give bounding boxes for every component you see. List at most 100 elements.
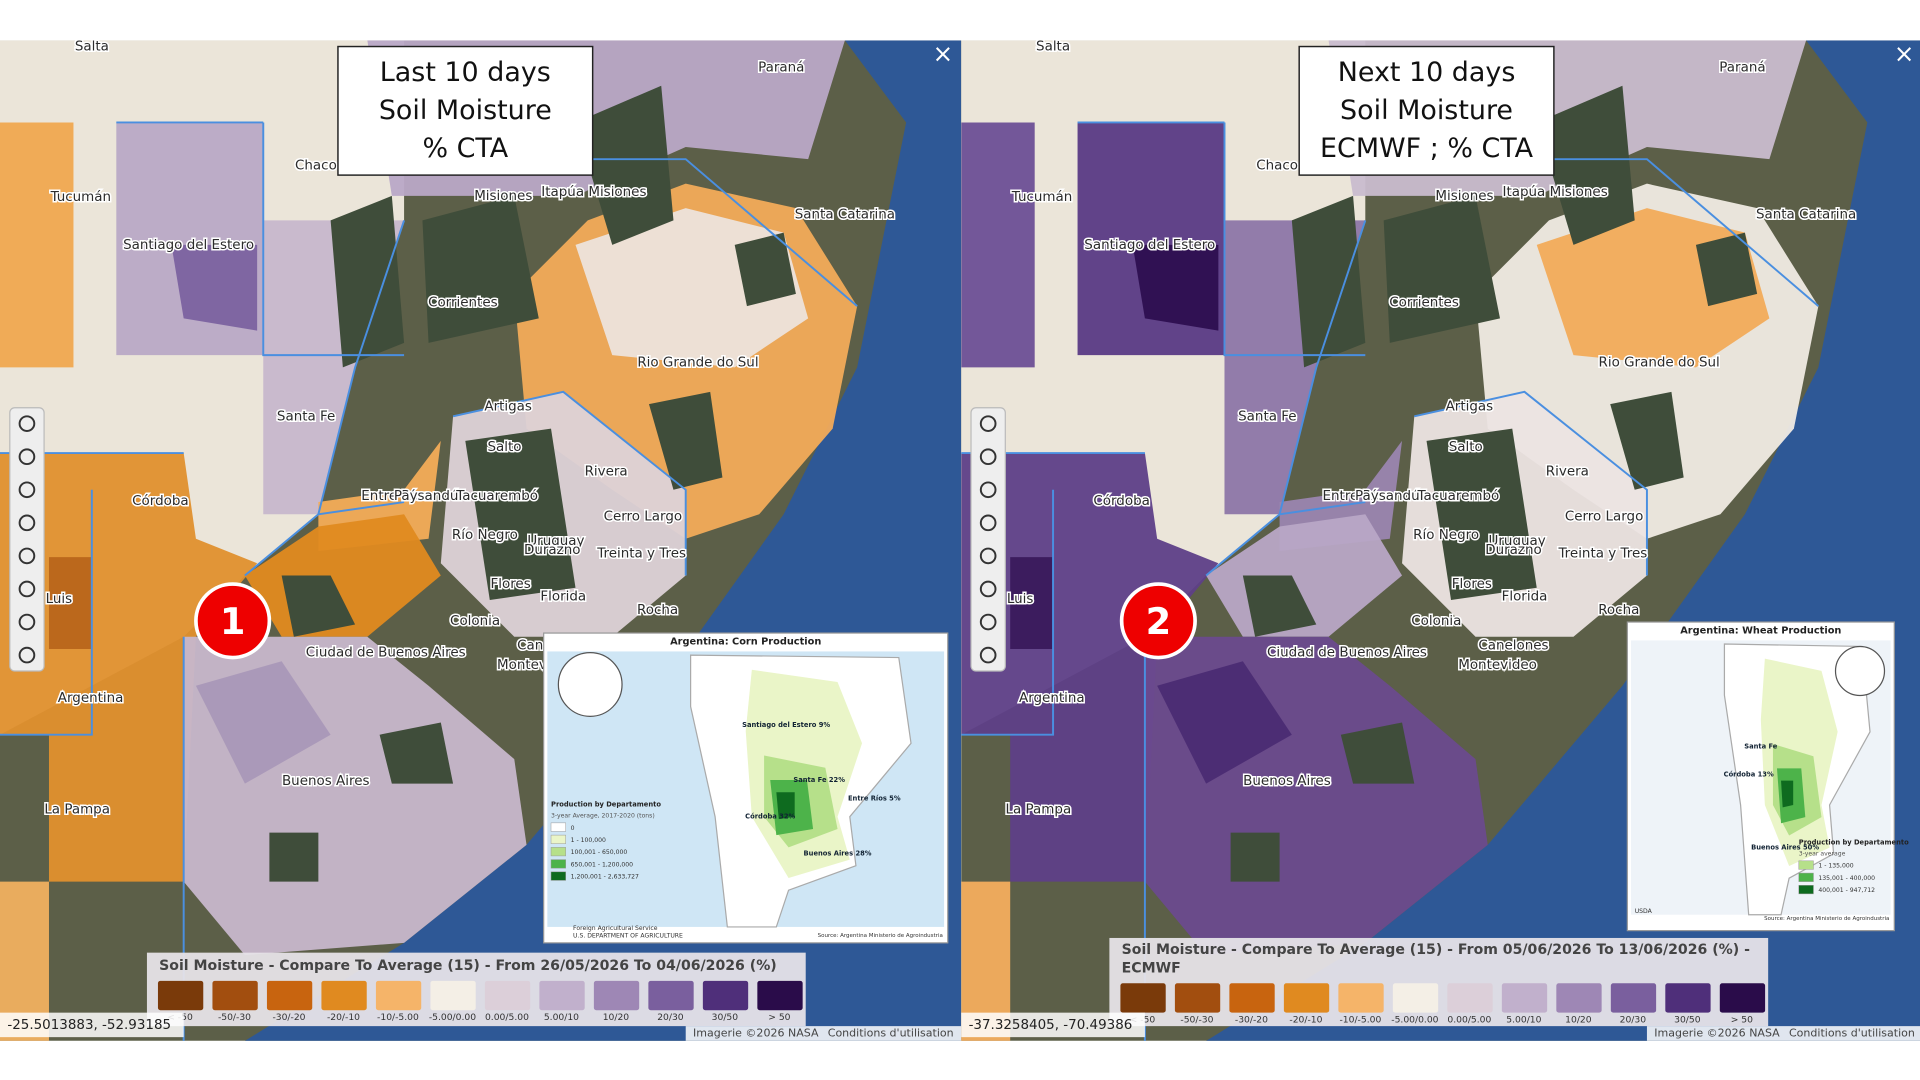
tool-button[interactable]: [18, 415, 36, 432]
place-label: Entre Ríos: [1323, 488, 1391, 504]
border: [452, 390, 687, 576]
legend-swatch: [1556, 983, 1602, 1013]
place-label: Rocha: [1598, 603, 1639, 618]
legend-swatch: [1392, 983, 1439, 1013]
place-label: Santa Fe: [1238, 409, 1296, 424]
attribution: Imagerie ©2026 NASA: [693, 1026, 819, 1039]
place-label: Tucumán: [50, 189, 111, 205]
forest: [1230, 832, 1280, 882]
place-label: Buenos Aires: [282, 774, 370, 789]
legend-swatch: [430, 980, 476, 1011]
place-label: Corrientes: [1389, 295, 1459, 310]
tool-button[interactable]: [18, 448, 36, 466]
legend-label: > 50: [1731, 1014, 1753, 1025]
place-label: Rivera: [1546, 464, 1589, 479]
place-label: Salta: [75, 40, 109, 55]
place-label: Artigas: [484, 400, 532, 415]
tool-button[interactable]: [18, 547, 36, 565]
inset-legend-swatch: [1798, 860, 1814, 870]
attribution[interactable]: Conditions d'utilisation: [1789, 1026, 1915, 1039]
tool-button[interactable]: [979, 481, 997, 499]
inset-legend-label: 135,001 - 400,000: [1818, 875, 1875, 882]
tool-button[interactable]: [18, 613, 36, 631]
tool-button[interactable]: [18, 646, 36, 664]
soil-region: [961, 122, 1035, 368]
tool-button[interactable]: [18, 580, 36, 598]
close-button[interactable]: ×: [1894, 39, 1915, 68]
legend-label: 30/50: [1674, 1014, 1701, 1025]
inset-globe: [1834, 645, 1886, 697]
tool-button[interactable]: [18, 514, 36, 532]
close-button[interactable]: ×: [933, 39, 954, 68]
place-label: Itapúa Misiones: [541, 184, 646, 200]
inset-region-label: Córdoba 32%: [745, 813, 795, 821]
tool-button[interactable]: [979, 613, 997, 631]
legend-label: 20/30: [657, 1012, 684, 1023]
place-label: Entre Ríos: [361, 488, 429, 504]
tool-button[interactable]: [979, 547, 997, 565]
place-label: Córdoba: [1093, 493, 1149, 509]
place-label: La Pampa: [44, 802, 110, 817]
legend-label: 30/50: [712, 1012, 739, 1023]
attribution[interactable]: Conditions d'utilisation: [828, 1026, 954, 1039]
inset-region-label: Buenos Aires 50%: [1751, 844, 1819, 852]
marker-label: 2: [1146, 600, 1172, 643]
legend-label: -10/-5.00: [1340, 1014, 1382, 1025]
place-label: Artigas: [1446, 400, 1494, 415]
tool-button[interactable]: [979, 580, 997, 598]
attribution: Imagerie ©2026 NASA: [1654, 1026, 1780, 1039]
place-label: Santa Catarina: [1756, 207, 1856, 222]
place-label: Ciudad de Buenos Aires: [306, 646, 466, 661]
legend-swatch: [1120, 983, 1166, 1013]
place-label: Itapúa Misiones: [1502, 184, 1607, 200]
legend-swatch: [1719, 983, 1766, 1013]
soil-region: [195, 661, 331, 784]
soil-region: [1157, 661, 1292, 784]
legend-swatch: [484, 980, 531, 1011]
soil-region: [0, 122, 74, 368]
legend-title: Soil Moisture - Compare To Average (15) …: [159, 958, 777, 974]
inset-legend-label: 650,001 - 1,200,000: [571, 861, 634, 868]
border: [961, 489, 1055, 736]
legend-label: -30/-20: [272, 1012, 305, 1023]
place-label: Buenos Aires: [1243, 774, 1331, 789]
marker-circle: [194, 582, 272, 660]
inset-legend-swatch: [1798, 885, 1814, 895]
inset-legend-label: 1 - 100,000: [571, 837, 606, 844]
legend-label: -30/-20: [1235, 1014, 1268, 1025]
legend-swatch: [1501, 983, 1548, 1013]
place-label: Corrientes: [428, 295, 498, 310]
inset-legend-label: 1,200,001 - 2,633,727: [571, 874, 639, 881]
tool-button[interactable]: [979, 646, 997, 664]
place-label: Montevideo: [1458, 658, 1537, 673]
inset-legend-swatch: [550, 822, 566, 832]
tool-button[interactable]: [979, 514, 997, 532]
legend-swatch: [1229, 983, 1275, 1013]
tool-button[interactable]: [979, 448, 997, 466]
place-label: Santa Catarina: [795, 207, 895, 222]
forest: [1536, 85, 1635, 245]
tool-button[interactable]: [979, 415, 997, 432]
place-label: Treinta y Tres: [596, 546, 686, 561]
legend-swatch: [375, 980, 422, 1011]
forest: [1242, 575, 1317, 637]
place-label: Rio Grande do Sul: [637, 355, 758, 370]
border: [1223, 122, 1366, 357]
soil-region: [961, 881, 1011, 1041]
legend-swatch: [702, 980, 749, 1011]
title-line: ECMWF ; % CTA: [1320, 133, 1534, 164]
place-label: Río Negro: [1413, 527, 1479, 543]
legend-swatch: [212, 980, 258, 1011]
place-label: Treinta y Tres: [1557, 546, 1647, 561]
inset-legend-title: Production by Departamento: [551, 800, 661, 808]
legend-label: -5.00/0.00: [1391, 1014, 1438, 1025]
tool-button[interactable]: [18, 481, 36, 499]
inset-footer: Foreign Agricultural Service: [573, 925, 658, 932]
marker-circle: [1119, 582, 1197, 660]
legend-swatch: [593, 980, 640, 1011]
inset-legend-swatch: [1798, 872, 1814, 882]
place-label: Río Negro: [452, 527, 518, 543]
inset-map: Argentina: Wheat Production Production by…: [1626, 621, 1909, 932]
legend-label: -10/-5.00: [377, 1012, 419, 1023]
forest: [422, 195, 539, 343]
